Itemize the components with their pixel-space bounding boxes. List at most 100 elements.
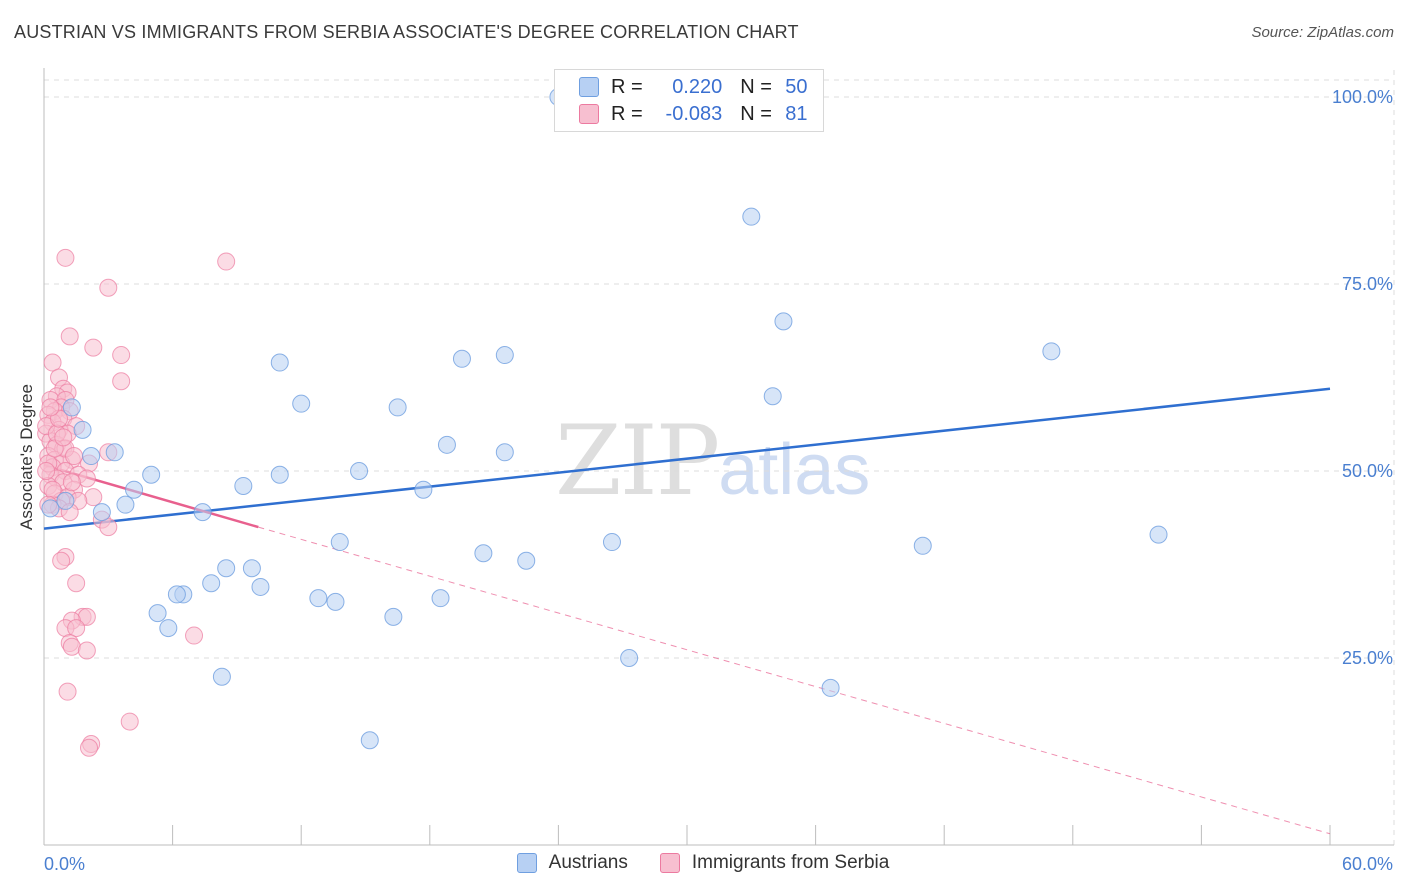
trendline-austrians [43,387,1331,530]
data-point-serbia [84,488,103,507]
data-point-austrians [242,559,261,578]
data-point-austrians [774,312,793,331]
data-point-austrians [821,678,840,697]
data-point-serbia [43,353,62,372]
legend-swatch-pink [659,853,680,873]
stats-legend: R = 0.220 N = 50 R = -0.083 N = 81 [554,69,824,132]
tick-labels: 25.0% 50.0% 75.0% 100.0% 0.0% 60.0% [44,87,1393,874]
data-point-austrians [350,462,369,480]
data-point-serbia [52,551,71,570]
data-point-serbia [67,619,86,638]
data-point-serbia [54,428,73,447]
data-point-austrians [167,585,186,604]
data-point-austrians [56,491,75,510]
data-point-austrians [517,551,536,570]
data-point-austrians [913,536,932,555]
data-point-austrians [309,589,328,608]
data-point-austrians [326,592,345,611]
data-points [37,88,1168,757]
watermark-zip: ZIP [555,405,720,517]
watermark: ZIPatlas [555,405,870,517]
data-point-austrians [495,443,514,462]
data-point-austrians [92,503,111,522]
data-point-austrians [212,667,231,686]
data-point-serbia [37,462,56,480]
gridlines [44,70,1395,845]
x-tick-label: 60.0% [1342,854,1393,874]
legend-label-serbia: Immigrants from Serbia [691,852,890,873]
data-point-serbia [112,346,131,365]
data-point-austrians [388,398,407,417]
data-point-austrians [620,649,639,667]
y-tick-label: 25.0% [1342,648,1393,668]
series-legend: Austrians Immigrants from Serbia [0,852,1406,874]
data-point-austrians [116,495,135,514]
data-point-serbia [185,626,204,645]
y-tick-label: 100.0% [1332,87,1393,107]
legend-item-austrians: Austrians [516,852,628,874]
data-point-austrians [270,465,289,484]
data-point-austrians [360,731,379,750]
data-point-austrians [763,387,782,406]
data-point-serbia [84,338,103,357]
data-point-austrians [82,447,101,466]
data-point-austrians [148,604,167,623]
data-point-austrians [105,443,124,462]
data-point-austrians [73,420,92,439]
data-point-austrians [1149,525,1168,544]
data-point-austrians [330,533,349,552]
data-point-austrians [62,398,81,417]
data-point-austrians [1042,342,1061,361]
legend-swatch-pink [579,104,599,124]
legend-n-label: N = [740,102,772,125]
legend-swatch-blue [579,77,599,97]
data-point-austrians [495,346,514,365]
legend-r-value: -0.083 [665,102,723,125]
data-point-austrians [159,619,178,638]
data-point-austrians [41,499,60,518]
chart-title: AUSTRIAN VS IMMIGRANTS FROM SERBIA ASSOC… [14,22,799,42]
legend-r-label: R = [611,75,643,98]
source-credit: Source: ZipAtlas.com [1251,24,1394,41]
watermark-atlas: atlas [718,430,871,510]
data-point-austrians [431,589,450,608]
data-point-austrians [142,465,161,484]
x-tick-label: 0.0% [44,854,85,874]
data-point-serbia [62,637,81,656]
legend-row-serbia: R = -0.083 N = 81 [579,101,808,127]
axes [43,68,1394,846]
data-point-austrians [602,533,621,552]
data-point-serbia [99,278,118,297]
data-point-serbia [60,327,79,346]
data-point-serbia [58,682,77,701]
data-point-serbia [112,372,131,391]
data-point-serbia [217,252,236,271]
legend-item-serbia: Immigrants from Serbia [659,852,890,874]
data-point-austrians [251,577,270,596]
data-point-austrians [217,559,236,578]
data-point-serbia [62,473,81,492]
legend-n-label: N = [740,75,772,98]
data-point-austrians [202,574,221,593]
legend-label-austrians: Austrians [548,852,628,873]
data-point-austrians [742,207,761,226]
data-point-serbia [77,641,96,660]
y-tick-label: 50.0% [1342,461,1393,481]
data-point-serbia [65,447,84,466]
data-point-serbia [99,518,118,537]
data-point-serbia [56,248,75,267]
y-tick-label: 75.0% [1342,274,1393,294]
data-point-austrians [474,544,493,563]
legend-row-austrians: R = 0.220 N = 50 [579,74,808,100]
legend-r-value: 0.220 [672,75,723,98]
data-point-austrians [292,394,311,413]
data-point-austrians [384,607,403,626]
data-point-austrians [234,476,253,495]
trendlines [43,387,1331,835]
legend-r-label: R = [611,102,643,125]
data-point-austrians [270,353,289,372]
data-point-serbia [67,574,86,593]
data-point-austrians [452,349,471,368]
legend-swatch-blue [516,853,537,873]
